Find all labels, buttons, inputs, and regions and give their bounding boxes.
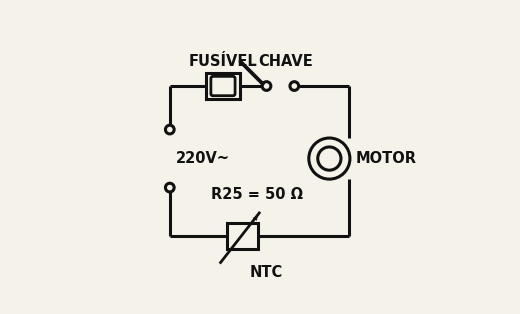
Text: CHAVE: CHAVE xyxy=(258,54,313,69)
FancyBboxPatch shape xyxy=(211,76,235,96)
FancyBboxPatch shape xyxy=(206,73,240,99)
Text: R25 = 50 Ω: R25 = 50 Ω xyxy=(211,187,303,202)
Text: 220V~: 220V~ xyxy=(176,151,230,166)
FancyBboxPatch shape xyxy=(227,223,258,249)
Text: FUSÍVEL: FUSÍVEL xyxy=(189,54,257,69)
Text: NTC: NTC xyxy=(250,265,283,280)
Text: MOTOR: MOTOR xyxy=(356,151,417,166)
